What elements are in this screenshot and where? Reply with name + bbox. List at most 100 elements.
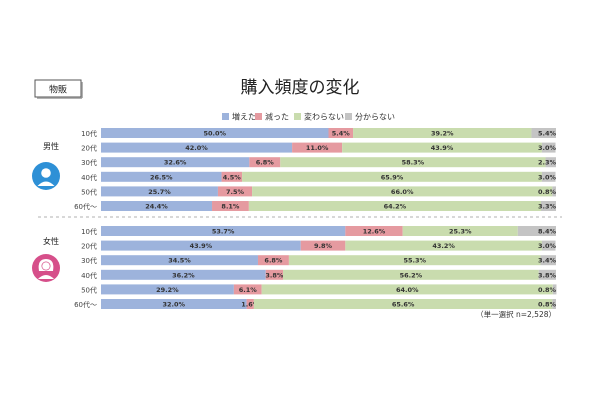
bar-segment-4: [545, 157, 556, 168]
bar-segment-4: [531, 128, 556, 138]
data-label: 64.0%: [396, 286, 419, 294]
bar-segment-2: [249, 157, 281, 168]
bar-segment-3: [261, 284, 553, 295]
data-label: 43.9%: [431, 144, 454, 152]
data-label: 36.2%: [172, 271, 195, 279]
bar-segment-1: [101, 128, 329, 138]
bar-segment-1: [101, 226, 346, 236]
data-label: 55.3%: [403, 257, 426, 265]
legend-swatch-2: [255, 113, 262, 120]
data-label: 12.6%: [363, 228, 386, 236]
data-label: 65.6%: [392, 301, 415, 309]
bar-segment-3: [248, 201, 541, 211]
bar-segment-1: [101, 157, 250, 168]
bar-segment-2: [217, 186, 253, 197]
bar-segment-1: [101, 284, 234, 295]
bar-segment-3: [345, 240, 542, 251]
bar-segment-3: [283, 269, 539, 280]
bar-segment-3: [242, 171, 542, 182]
category-label: 10代: [81, 227, 97, 236]
data-label: 8.1%: [221, 203, 240, 211]
legend-label-3: 変わらない: [304, 112, 344, 122]
legend-swatch-3: [294, 113, 301, 120]
tag-box: [34, 79, 82, 98]
group-label: 男性: [43, 141, 59, 151]
data-label: 7.5%: [226, 188, 245, 196]
bar-segment-3: [402, 226, 518, 236]
data-label: 5.4%: [538, 130, 557, 138]
data-label: 5.4%: [332, 130, 351, 138]
bar-row: 50代 25.7% 7.5% 66.0% 0.8%: [81, 186, 557, 197]
bar-segment-2: [221, 171, 243, 182]
bar-segment-3: [353, 128, 532, 138]
bar-segment-4: [538, 269, 556, 280]
data-label: 43.2%: [432, 242, 455, 250]
category-label: 50代: [81, 187, 97, 196]
bar-row: 20代 42.0% 11.0% 43.9% 3.0%: [81, 142, 557, 153]
bar-segment-1: [101, 269, 266, 280]
bar-segment-4: [552, 299, 556, 309]
data-label: 25.7%: [148, 188, 171, 196]
data-label: 6.8%: [256, 159, 275, 167]
data-label: 64.2%: [384, 203, 407, 211]
chart-title: 購入頻度の変化: [241, 78, 360, 98]
data-label: 6.1%: [239, 286, 258, 294]
bar-segment-2: [265, 269, 283, 280]
category-label: 40代: [81, 271, 97, 280]
bar-segment-2: [233, 284, 262, 295]
bar-segment-1: [101, 299, 247, 309]
category-label: 60代〜: [74, 202, 97, 211]
data-label: 43.9%: [190, 242, 213, 250]
data-label: 3.3%: [538, 203, 557, 211]
data-label: 0.8%: [538, 188, 557, 196]
data-label: 9.8%: [314, 242, 333, 250]
bar-row: 30代 34.5% 6.8% 55.3% 3.4%: [81, 255, 557, 266]
data-label: 66.0%: [391, 188, 414, 196]
bar-segment-3: [342, 142, 542, 153]
data-label: 42.0%: [185, 144, 208, 152]
bar-segment-3: [288, 255, 541, 266]
chart-groups: 男性 10代 50.0% 5.4% 39.2% 5.4% 20代 42.0% 11.0% 43.9…: [32, 128, 556, 309]
category-label: 40代: [81, 173, 97, 182]
category-label: 30代: [81, 256, 97, 265]
data-label: 3.8%: [538, 271, 557, 279]
group-label: 女性: [43, 236, 59, 246]
bar-row: 60代〜 32.0% 1.6% 65.6% 0.8%: [74, 299, 556, 309]
data-label: 3.0%: [538, 144, 557, 152]
bar-row: 10代 50.0% 5.4% 39.2% 5.4%: [81, 128, 556, 138]
bar-segment-1: [101, 171, 222, 182]
data-label: 26.5%: [150, 173, 173, 181]
data-label: 32.6%: [164, 159, 187, 167]
data-label: 24.4%: [145, 203, 168, 211]
group-female: 女性 10代 53.7% 12.6% 25.3% 8.4% 20代 43.9% 9.8% 43.2…: [32, 226, 556, 309]
data-label: 3.0%: [538, 173, 557, 181]
data-label: 34.5%: [168, 257, 191, 265]
bar-row: 40代 36.2% 3.8% 56.2% 3.8%: [81, 269, 557, 280]
legend-label-1: 増えた: [232, 112, 256, 122]
bar-segment-2: [345, 226, 403, 236]
data-label: 39.2%: [431, 130, 454, 138]
legend-label-4: 分からない: [355, 113, 395, 122]
bar-segment-4: [540, 201, 557, 211]
avatar-body: [37, 181, 55, 186]
avatar-body: [38, 275, 54, 279]
bar-segment-4: [541, 240, 556, 251]
data-label: 6.8%: [264, 257, 283, 265]
category-label: 10代: [81, 129, 97, 138]
data-label: 4.5%: [223, 173, 242, 181]
data-label: 3.4%: [538, 257, 557, 265]
data-label: 2.3%: [538, 159, 557, 167]
bar-segment-1: [101, 142, 293, 153]
bar-segment-1: [101, 186, 218, 197]
bar-row: 30代 32.6% 6.8% 58.3% 2.3%: [81, 157, 557, 168]
bar-segment-1: [101, 255, 258, 266]
category-label: 20代: [81, 144, 97, 153]
bar-row: 40代 26.5% 4.5% 65.9% 3.0%: [81, 171, 557, 182]
bar-row: 10代 53.7% 12.6% 25.3% 8.4%: [81, 226, 556, 236]
bar-segment-2: [328, 128, 354, 138]
data-label: 58.3%: [402, 159, 425, 167]
bar-segment-2: [246, 299, 254, 309]
data-label: 3.8%: [265, 271, 284, 279]
data-label: 50.0%: [203, 130, 226, 138]
